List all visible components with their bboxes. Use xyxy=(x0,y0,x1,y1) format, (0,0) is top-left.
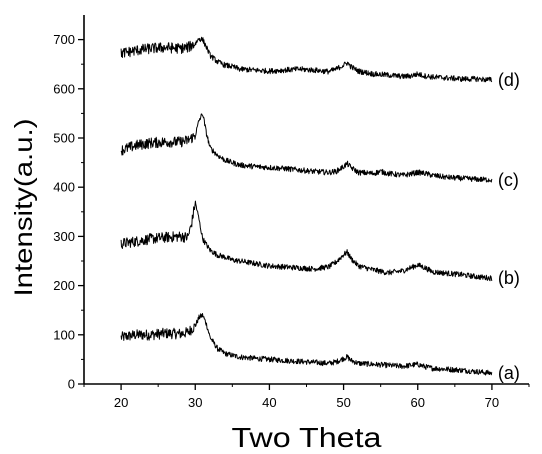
x-tick-label: 30 xyxy=(188,395,202,410)
x-tick-label: 70 xyxy=(485,395,499,410)
y-axis-title: Intensity(a.u.) xyxy=(10,119,38,297)
y-tick-label: 200 xyxy=(53,278,75,293)
series-label: (a) xyxy=(498,363,520,383)
y-tick-label: 500 xyxy=(53,131,75,146)
y-tick-label: 300 xyxy=(53,229,75,244)
y-tick-label: 600 xyxy=(53,81,75,96)
series-group: (a) (b) (c) (d) xyxy=(120,36,520,383)
y-tick-label: 400 xyxy=(53,180,75,195)
y-tick-label: 700 xyxy=(53,32,75,47)
series-line-1 xyxy=(120,200,493,282)
x-tick-label: 20 xyxy=(114,395,128,410)
series-label: (c) xyxy=(498,170,519,190)
x-tick-label: 40 xyxy=(262,395,276,410)
x-tick-label: 50 xyxy=(336,395,350,410)
series-label: (d) xyxy=(498,70,520,90)
series-line-3 xyxy=(120,36,493,83)
series-line-2 xyxy=(120,113,493,183)
series-label: (b) xyxy=(498,268,520,288)
x-axis-title: Two Theta xyxy=(232,422,382,453)
x-tick-label: 60 xyxy=(411,395,425,410)
y-tick-label: 100 xyxy=(53,327,75,342)
y-tick-label: 0 xyxy=(68,377,75,392)
series-line-0 xyxy=(120,313,493,376)
